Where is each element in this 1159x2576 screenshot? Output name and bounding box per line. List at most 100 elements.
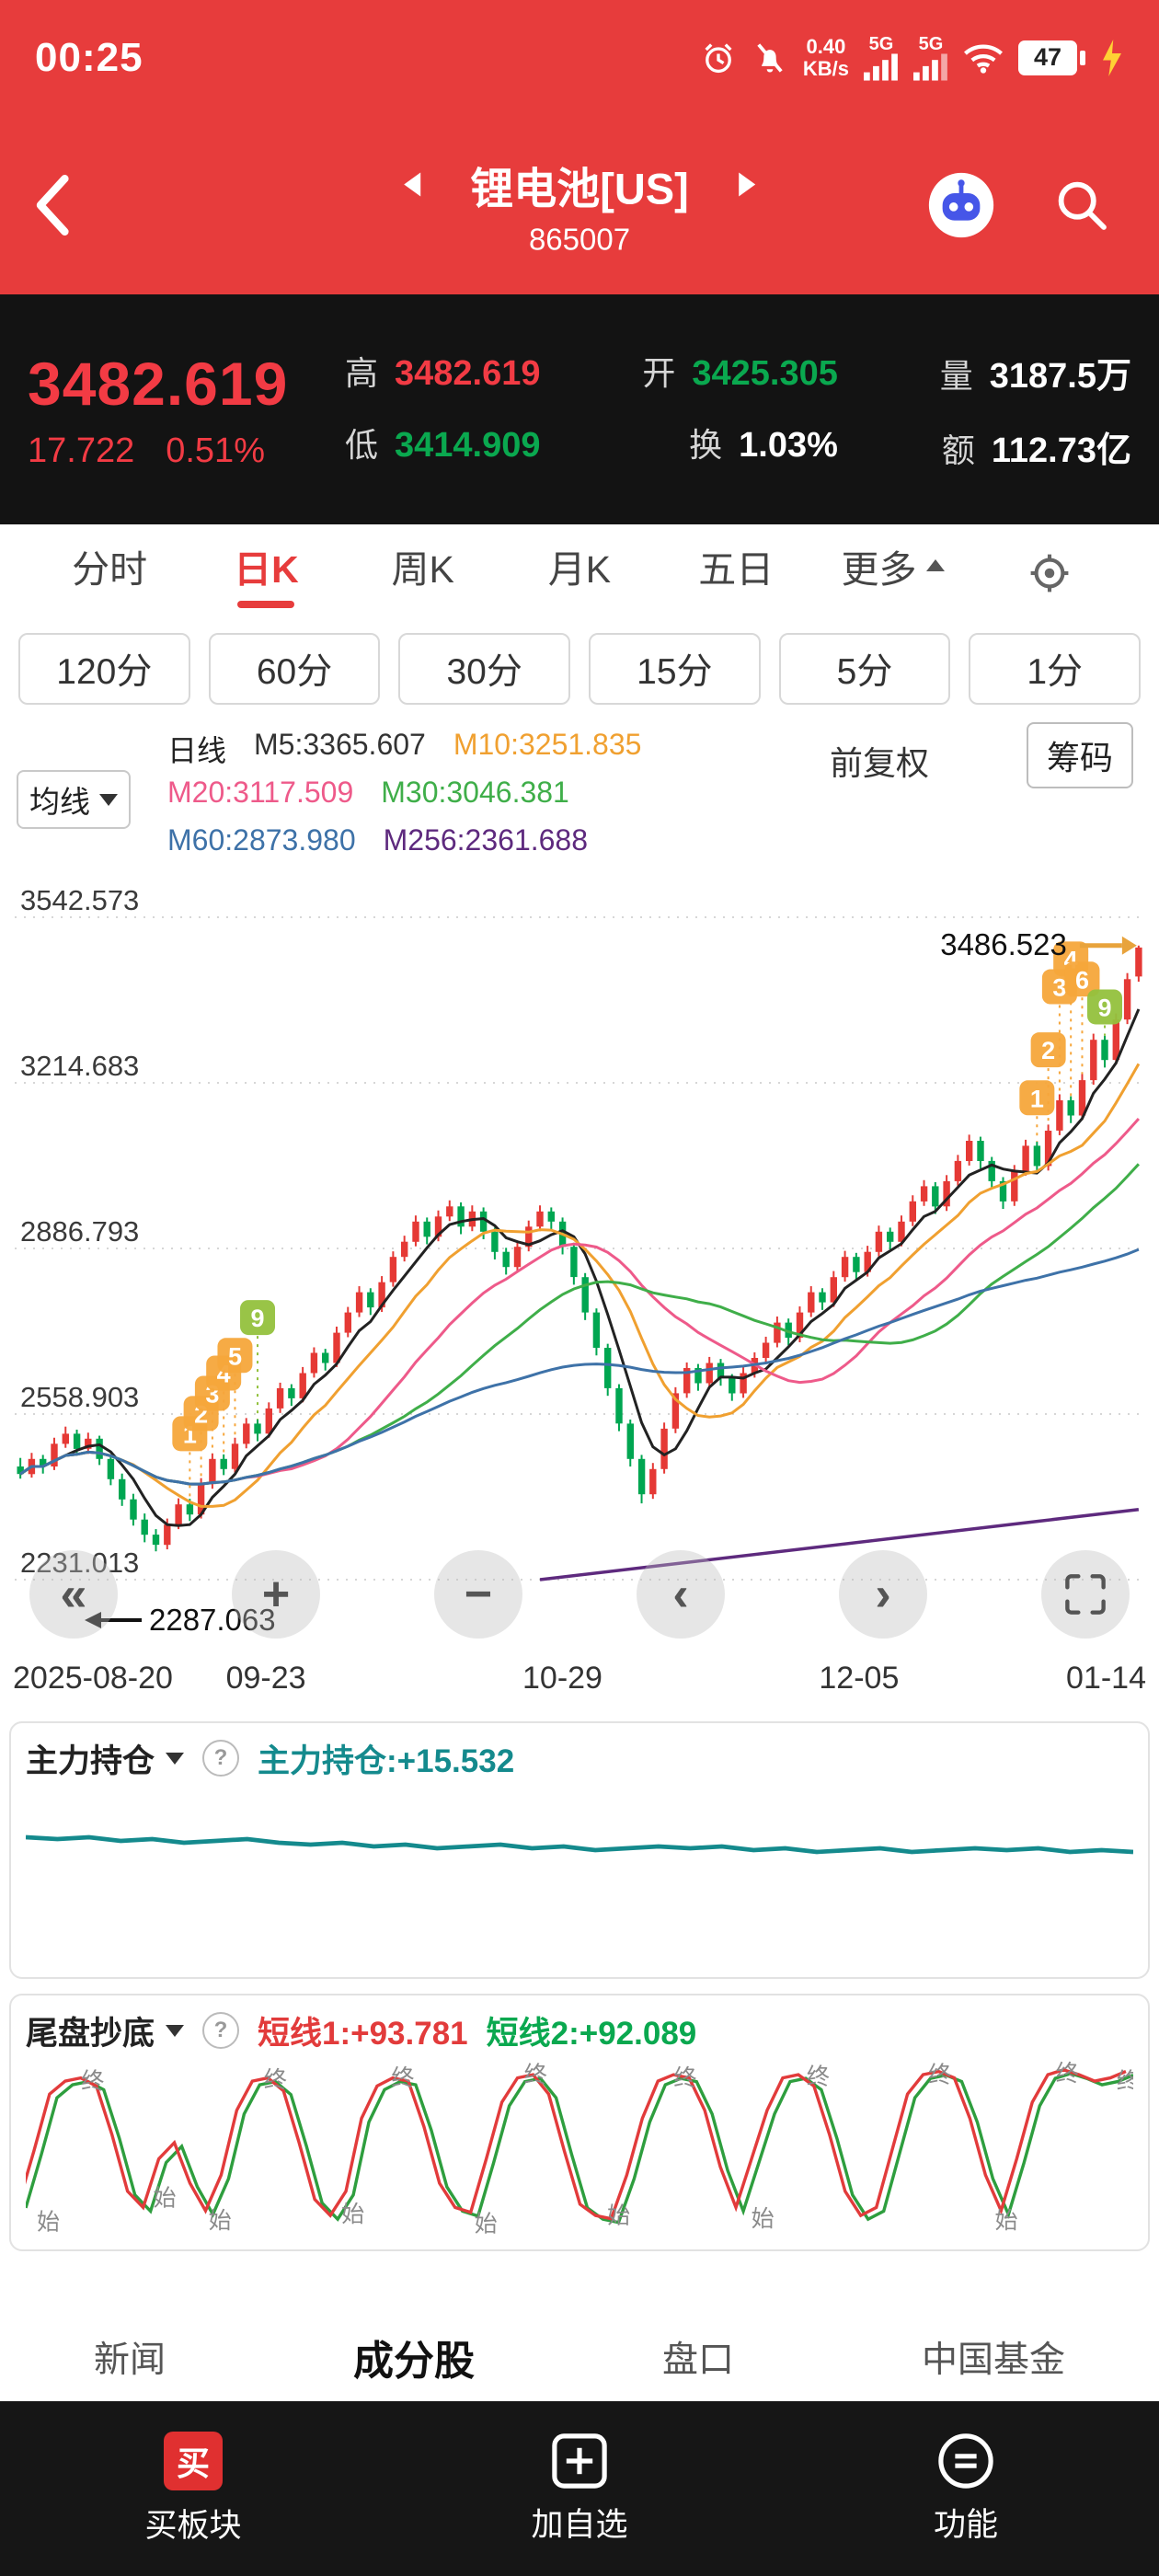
- tab-five-day[interactable]: 五日: [698, 547, 775, 591]
- functions-button[interactable]: 功能: [773, 2401, 1159, 2576]
- speed-unit: KB/s: [802, 56, 849, 80]
- panel-title: 尾盘抄底: [26, 2015, 155, 2052]
- period-15min-button[interactable]: 15分: [589, 633, 761, 705]
- buy-sector-button[interactable]: 买 买板块: [0, 2401, 386, 2576]
- battery-percent: 47: [1033, 43, 1062, 71]
- signal-bars-1: 5G: [864, 35, 899, 81]
- prev-button[interactable]: ‹: [637, 1550, 725, 1639]
- search-icon[interactable]: [1052, 176, 1111, 235]
- kline-chart: 3542.573 3214.683 2886.793 2558.903 2231.013…: [15, 884, 1144, 1637]
- shortline2-value: 短线2:+92.089: [486, 2015, 697, 2052]
- svg-text:始: 始: [752, 2206, 775, 2232]
- svg-text:3214.683: 3214.683: [20, 1050, 139, 1082]
- main-holdings-chart: [26, 1834, 1133, 1855]
- amount-value: 112.73亿: [991, 431, 1131, 470]
- change-percent: 0.51%: [166, 431, 265, 470]
- main-holdings-dropdown[interactable]: 主力持仓: [26, 1735, 185, 1782]
- kline-chart-area[interactable]: 3542.573 3214.683 2886.793 2558.903 2231.013…: [9, 871, 1150, 1655]
- chart-settings-button[interactable]: [971, 551, 1128, 595]
- svg-text:始: 始: [37, 2210, 60, 2236]
- last-price: 3482.619: [28, 349, 289, 418]
- bell-off-icon: [752, 40, 788, 76]
- chevron-down-icon: [99, 793, 118, 806]
- help-icon[interactable]: ?: [202, 1740, 240, 1777]
- x-label: 10-29: [522, 1661, 602, 1696]
- ma30-legend: M30:3046.381: [381, 776, 569, 809]
- gear-icon: [1030, 554, 1069, 592]
- tab-daily-k[interactable]: 日K: [188, 538, 344, 608]
- ma20-legend: M20:3117.509: [167, 776, 354, 809]
- assistant-robot-icon[interactable]: [927, 171, 995, 239]
- svg-text:始: 始: [341, 2202, 364, 2227]
- bottom-nav: 买 买板块 加自选 功能: [0, 2401, 1159, 2576]
- stock-title: 锂电池[US]: [470, 164, 689, 213]
- high-label: 高: [345, 354, 379, 392]
- open-value: 3425.305: [692, 354, 838, 393]
- period-60min-button[interactable]: 60分: [208, 633, 381, 705]
- svg-text:6: 6: [1075, 966, 1089, 994]
- header-title-block: 锂电池[US] 865007: [404, 153, 755, 257]
- adjust-mode-label[interactable]: 前复权: [829, 744, 929, 782]
- svg-text:始: 始: [209, 2208, 232, 2234]
- clock-time: 00:25: [35, 34, 143, 80]
- quote-panel: 3482.619 17.722 0.51% 高 3482.619 低 3414.90…: [0, 294, 1159, 524]
- zoom-in-button[interactable]: +: [232, 1550, 320, 1639]
- signal-bars-2: 5G: [913, 35, 948, 81]
- plus-square-icon: [551, 2432, 608, 2490]
- chevron-up-icon: [925, 559, 945, 571]
- chevron-down-icon: [166, 2024, 185, 2037]
- tab-monthly-k[interactable]: 月K: [547, 547, 612, 591]
- svg-text:5: 5: [228, 1342, 242, 1370]
- low-label: 低: [345, 426, 379, 464]
- ma-dropdown-button[interactable]: 均线: [17, 770, 131, 829]
- zoom-out-button[interactable]: −: [434, 1550, 522, 1639]
- ma10-legend: M10:3251.835: [453, 728, 642, 761]
- x-label: 2025-08-20: [13, 1661, 173, 1696]
- help-icon[interactable]: ?: [202, 2012, 240, 2049]
- chips-button[interactable]: 筹码: [1026, 722, 1133, 788]
- svg-text:终: 终: [1056, 2061, 1079, 2087]
- tail-dip-dropdown[interactable]: 尾盘抄底: [26, 2007, 185, 2054]
- tab-minute[interactable]: 分时: [72, 547, 148, 591]
- quote-stats: 高 3482.619 低 3414.909 开 3425.305 换 1.03% 量 31…: [345, 347, 1131, 472]
- period-30min-button[interactable]: 30分: [398, 633, 571, 705]
- subtab-news[interactable]: 新闻: [93, 2340, 166, 2380]
- period-1min-button[interactable]: 1分: [969, 633, 1142, 705]
- add-watchlist-button[interactable]: 加自选: [386, 2401, 773, 2576]
- tab-more[interactable]: 更多: [814, 538, 970, 608]
- rewind-button[interactable]: «: [29, 1550, 118, 1639]
- period-120min-button[interactable]: 120分: [18, 633, 190, 705]
- subtab-china-funds[interactable]: 中国基金: [921, 2340, 1065, 2380]
- chart-tabs: 分时 日K 周K 月K 五日 更多: [0, 524, 1159, 621]
- tail-dip-chart: 始终始始终始终始终始终始终 终始终终: [26, 2061, 1133, 2237]
- fullscreen-button[interactable]: [1041, 1550, 1130, 1639]
- next-stock-icon[interactable]: [738, 172, 755, 197]
- prev-stock-icon[interactable]: [404, 172, 421, 197]
- price-change: 17.722 0.51%: [28, 431, 345, 471]
- main-holdings-value: 主力持仓:+15.532: [258, 1742, 515, 1779]
- back-button[interactable]: [31, 172, 72, 238]
- svg-text:1: 1: [1030, 1085, 1044, 1112]
- svg-text:终: 终: [807, 2064, 830, 2089]
- status-bar: 00:25 0.40 KB/s 5G 5G: [0, 0, 1159, 115]
- high-value: 3482.619: [395, 354, 541, 393]
- period-5min-button[interactable]: 5分: [778, 633, 951, 705]
- wifi-icon: [963, 41, 1004, 75]
- svg-text:终: 终: [524, 2063, 547, 2088]
- chart-nav-controls: « + − ‹ ›: [9, 1550, 1150, 1639]
- svg-text:始: 始: [475, 2212, 498, 2237]
- menu-circle-icon: [937, 2432, 994, 2490]
- amount-label: 额: [941, 431, 975, 469]
- turnover-label: 换: [689, 426, 723, 464]
- subtab-constituents[interactable]: 成分股: [352, 2339, 475, 2384]
- svg-text:始: 始: [153, 2185, 176, 2211]
- stock-code: 865007: [528, 222, 631, 256]
- next-button[interactable]: ›: [839, 1550, 927, 1639]
- panel-title: 主力持仓: [26, 1742, 155, 1779]
- subtab-order-book[interactable]: 盘口: [661, 2340, 734, 2380]
- tab-weekly-k[interactable]: 周K: [391, 547, 454, 591]
- svg-text:3: 3: [1052, 974, 1066, 1002]
- battery-nub: [1080, 50, 1085, 65]
- low-value: 3414.909: [395, 426, 541, 465]
